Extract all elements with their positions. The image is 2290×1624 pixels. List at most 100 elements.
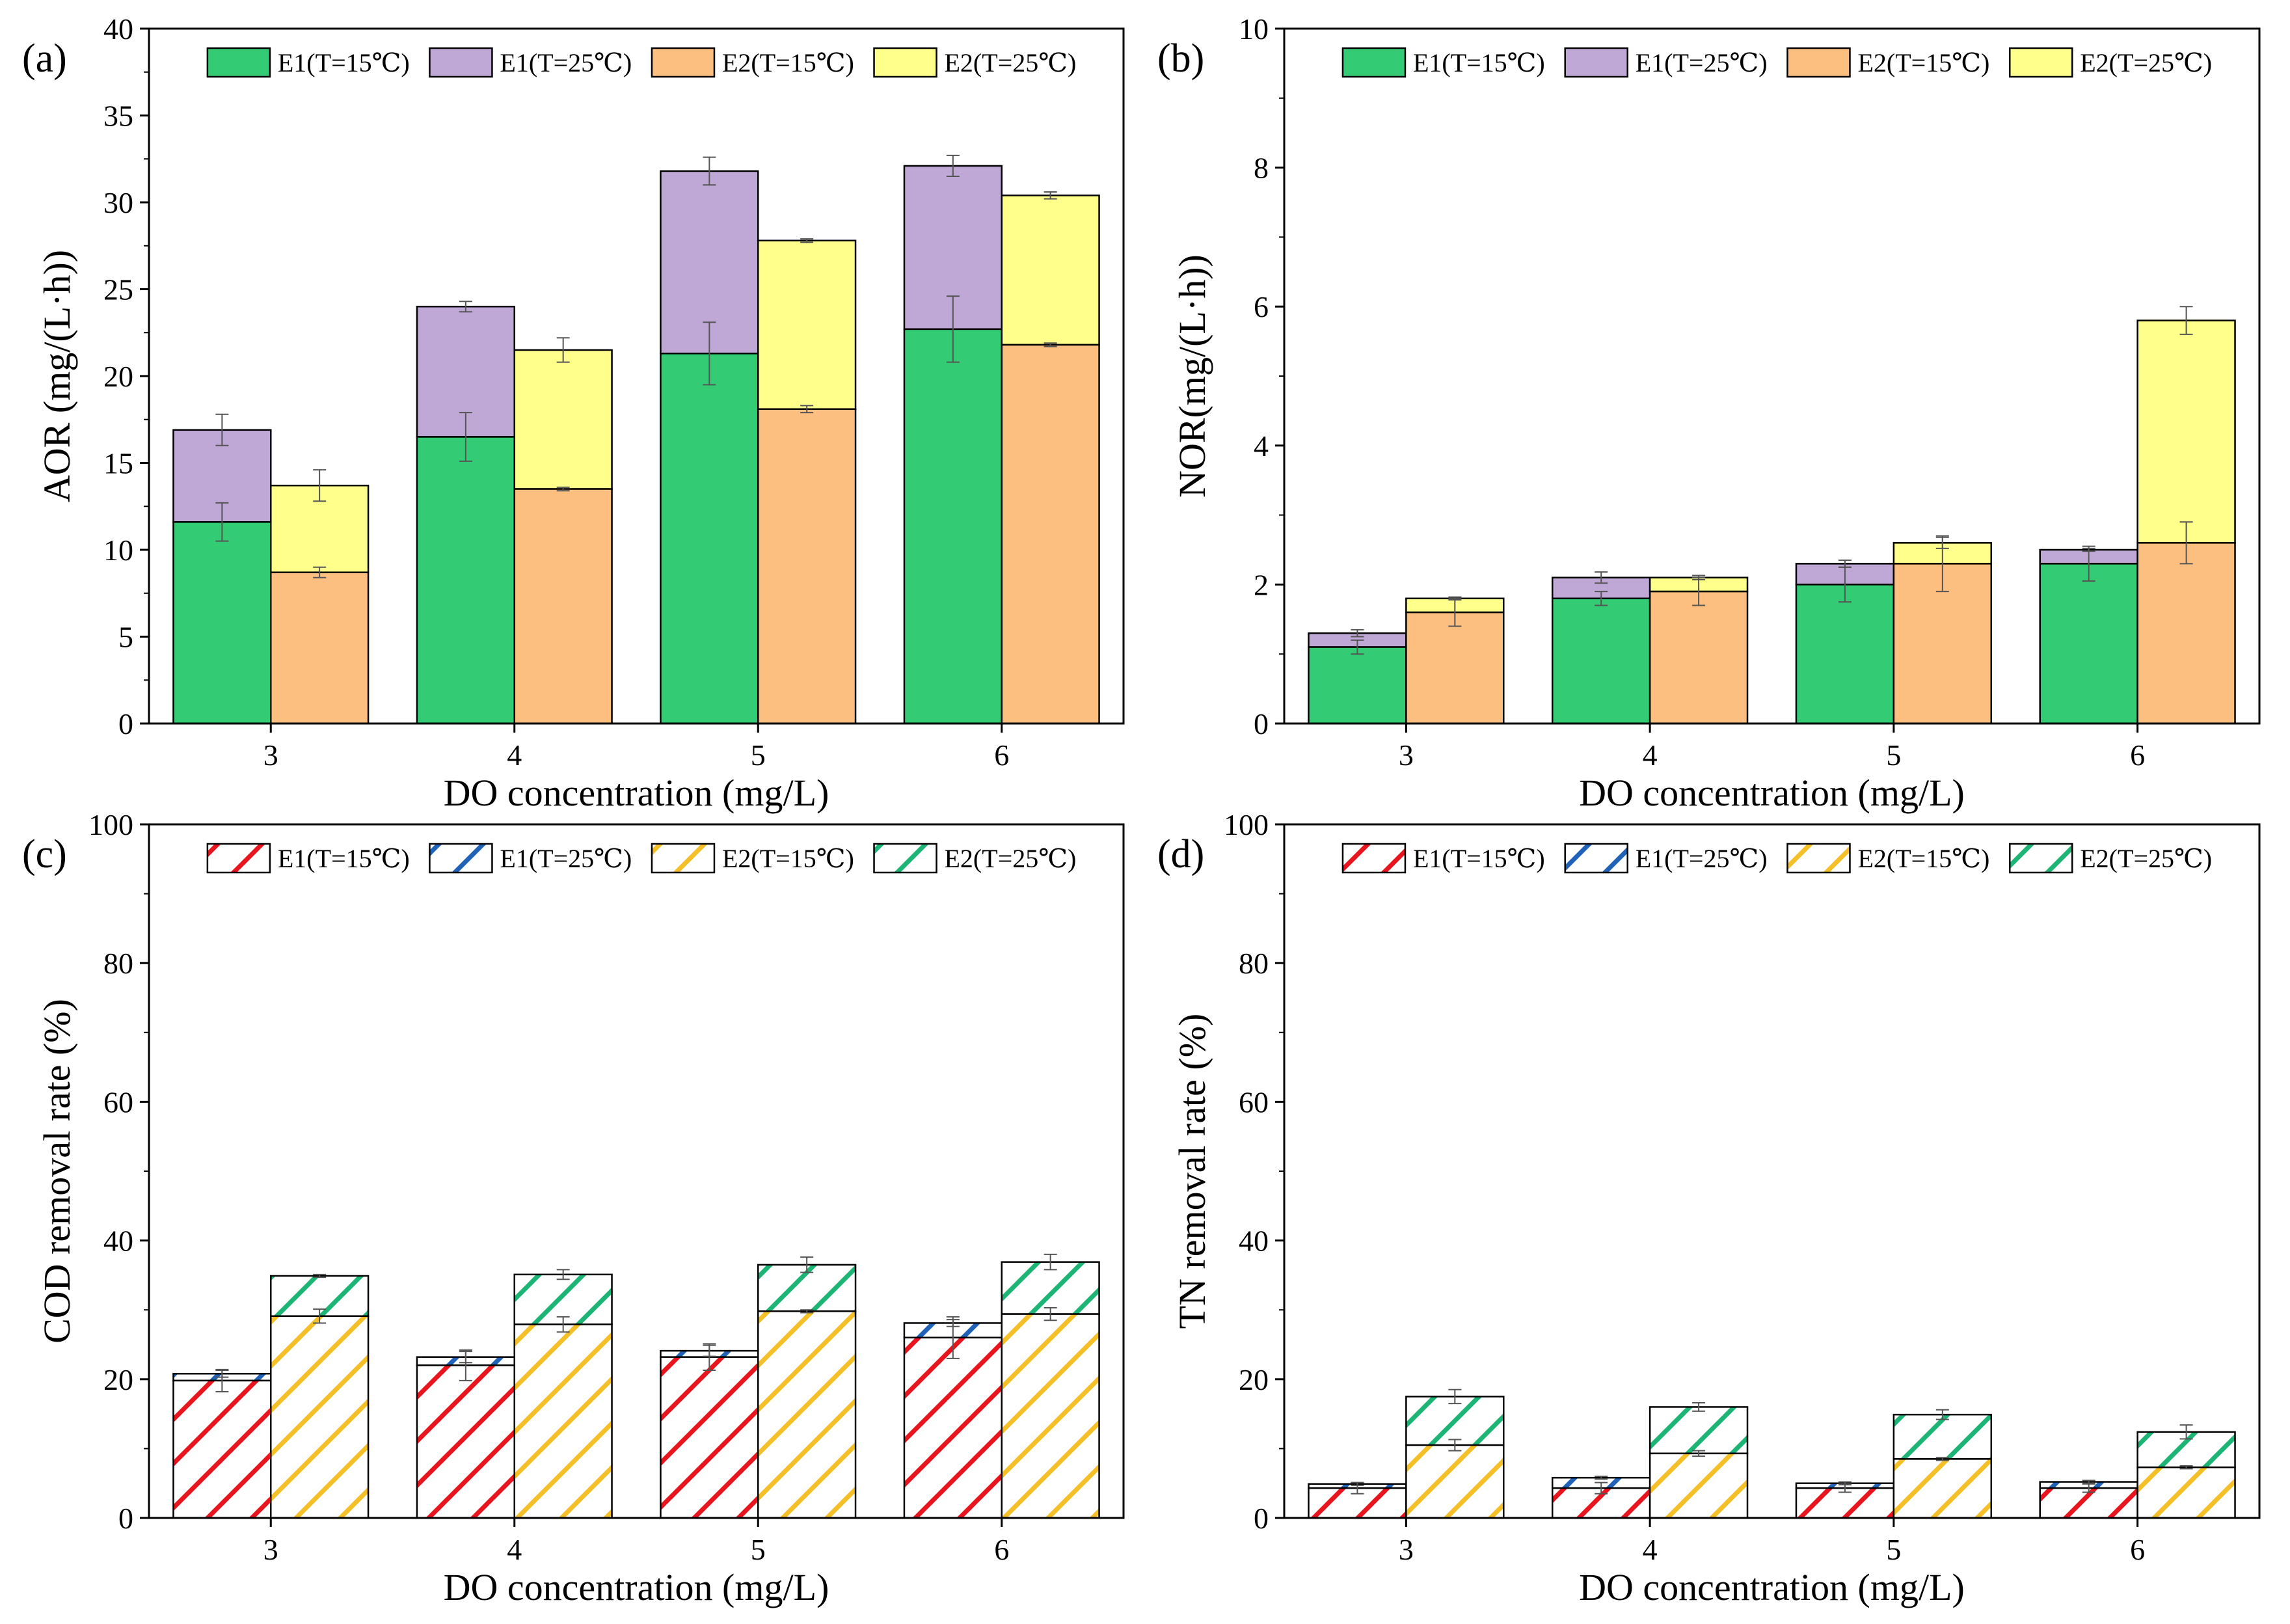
x-tick-label-c-6: 6 bbox=[994, 1533, 1009, 1566]
x-tick-label-a-4: 4 bbox=[507, 738, 522, 772]
legend-label: E1(T=15℃) bbox=[1413, 844, 1545, 873]
legend-item-b-2: E2(T=15℃) bbox=[1786, 47, 1989, 78]
panel-c: 0 20 40 60 80 100 3 4 5 6 DO concentration (mg/L) C… bbox=[22, 808, 1125, 1608]
error-bar-e2-25c-4 bbox=[556, 337, 570, 363]
y-tick-label-c-100: 100 bbox=[88, 808, 133, 841]
legend-item-d-2: E2(T=15℃) bbox=[1786, 843, 1989, 874]
error-bar-e1-25c-6 bbox=[2082, 1480, 2095, 1484]
y-tick-label-c-0: 0 bbox=[118, 1502, 133, 1535]
error-bar-e1-25c-6 bbox=[946, 154, 960, 177]
bar-e2-15c-4 bbox=[1649, 1452, 1749, 1519]
y-tick-label-d-80: 80 bbox=[1239, 947, 1269, 980]
panel-label-c: (c) bbox=[22, 832, 67, 876]
error-bar-e2-25c-6 bbox=[2179, 306, 2193, 335]
error-bar-e1-25c-4 bbox=[1595, 571, 1608, 584]
x-tick-label-a-5: 5 bbox=[751, 738, 766, 772]
legend-swatch bbox=[2009, 843, 2073, 874]
legend-item-c-2: E2(T=15℃) bbox=[651, 843, 854, 874]
x-tick-label-a-3: 3 bbox=[263, 738, 278, 772]
legend-label: E1(T=25℃) bbox=[500, 844, 632, 873]
legend-item-a-0: E1(T=15℃) bbox=[206, 47, 410, 78]
legend-item-d-1: E1(T=25℃) bbox=[1564, 843, 1768, 874]
legend-item-a-2: E2(T=15℃) bbox=[651, 47, 854, 78]
panel-a: 0 5 10 15 20 25 30 35 40 3 4 5 6 DO concentration (mg… bbox=[22, 12, 1125, 814]
legend-swatch bbox=[1786, 47, 1851, 78]
error-bar-e2-15c-5 bbox=[800, 1309, 814, 1314]
panel-b: 0 2 4 6 8 10 3 4 5 6 DO concentration (mg/L) NOR(mg… bbox=[1157, 12, 2261, 814]
error-bar-e1-15c-6 bbox=[2082, 545, 2095, 582]
legend-label: E1(T=25℃) bbox=[500, 48, 632, 77]
bar-e2-25c-5 bbox=[757, 239, 857, 410]
error-bar-e1-15c-5 bbox=[703, 1343, 716, 1371]
y-tick-label-a-0: 0 bbox=[118, 707, 133, 740]
error-bar-e2-15c-4 bbox=[1692, 576, 1706, 606]
error-bar-e2-15c-6 bbox=[2179, 521, 2193, 565]
bar-e1-15c-4 bbox=[1551, 597, 1651, 725]
legend-swatch bbox=[206, 47, 271, 78]
error-bar-e2-15c-4 bbox=[556, 1316, 570, 1333]
bar-e2-15c-3 bbox=[270, 1315, 370, 1519]
error-bar-e2-25c-5 bbox=[1935, 1409, 1949, 1420]
legend-swatch bbox=[1341, 843, 1407, 874]
x-tick-label-b-3: 3 bbox=[1399, 738, 1414, 772]
legend-label: E2(T=15℃) bbox=[1857, 844, 1989, 873]
error-bar-e2-15c-6 bbox=[1044, 342, 1057, 347]
legend-c: E1(T=15℃) E1(T=25℃) E2(T=15℃) E2(T=25℃) bbox=[206, 843, 1076, 874]
error-bar-e2-15c-5 bbox=[1935, 1457, 1949, 1461]
y-tick-label-b-8: 8 bbox=[1254, 152, 1269, 185]
bar-e1-15c-4 bbox=[416, 1364, 516, 1519]
error-bar-e2-15c-5 bbox=[800, 405, 814, 414]
error-bar-e1-15c-4 bbox=[459, 1349, 472, 1381]
bar-e2-25c-4 bbox=[513, 349, 613, 490]
legend-item-d-0: E1(T=15℃) bbox=[1341, 843, 1545, 874]
bar-e1-15c-6 bbox=[903, 1336, 1003, 1519]
y-tick-label-a-5: 5 bbox=[118, 621, 133, 654]
y-axis-label-d: TN removal rate (%) bbox=[1171, 1014, 1213, 1329]
error-bar-e1-15c-4 bbox=[1595, 591, 1608, 606]
bar-e2-25c-6 bbox=[1001, 195, 1100, 346]
y-tick-label-a-35: 35 bbox=[103, 100, 133, 133]
y-tick-label-a-25: 25 bbox=[103, 273, 133, 306]
x-tick-label-c-5: 5 bbox=[751, 1533, 766, 1566]
bar-e2-15c-6 bbox=[2136, 542, 2236, 725]
legend-swatch bbox=[873, 47, 937, 78]
error-bar-e2-25c-4 bbox=[556, 1269, 570, 1280]
error-bar-e2-15c-3 bbox=[313, 1308, 327, 1324]
y-tick-label-c-60: 60 bbox=[103, 1085, 133, 1118]
x-tick-label-d-4: 4 bbox=[1643, 1533, 1658, 1566]
y-tick-label-d-100: 100 bbox=[1224, 808, 1269, 841]
y-tick-label-a-20: 20 bbox=[103, 360, 133, 393]
bar-e2-15c-6 bbox=[1001, 344, 1100, 725]
bar-e1-15c-5 bbox=[660, 353, 759, 725]
panel-d: 0 20 40 60 80 100 3 4 5 6 DO concentration (mg/L) T… bbox=[1157, 808, 2261, 1608]
panel-label-b: (b) bbox=[1157, 36, 1204, 81]
legend-swatch bbox=[429, 843, 493, 874]
y-tick-label-a-40: 40 bbox=[103, 12, 133, 46]
bar-e2-25c-4 bbox=[1649, 1406, 1749, 1455]
legend-label: E2(T=25℃) bbox=[2080, 48, 2212, 77]
y-tick-label-b-10: 10 bbox=[1239, 12, 1269, 46]
legend-swatch bbox=[206, 843, 271, 874]
error-bar-e2-25c-6 bbox=[2179, 1424, 2193, 1440]
legend-a: E1(T=15℃) E1(T=25℃) E2(T=15℃) E2(T=25℃) bbox=[206, 47, 1076, 78]
error-bar-e1-15c-6 bbox=[946, 1316, 960, 1359]
x-tick-label-c-4: 4 bbox=[507, 1533, 522, 1566]
y-tick-label-c-80: 80 bbox=[103, 947, 133, 980]
error-bar-e2-25c-5 bbox=[800, 238, 814, 243]
x-tick-label-b-4: 4 bbox=[1643, 738, 1658, 772]
bar-e2-15c-3 bbox=[1405, 1444, 1505, 1519]
legend-item-b-3: E2(T=25℃) bbox=[2009, 47, 2212, 78]
legend-item-c-0: E1(T=15℃) bbox=[206, 843, 410, 874]
x-tick-label-a-6: 6 bbox=[994, 738, 1009, 772]
x-tick-label-c-3: 3 bbox=[263, 1533, 278, 1566]
bar-e1-15c-6 bbox=[2039, 563, 2138, 725]
panel-label-d: (d) bbox=[1157, 832, 1204, 876]
legend-item-c-3: E2(T=25℃) bbox=[873, 843, 1076, 874]
error-bar-e1-15c-5 bbox=[1838, 566, 1852, 603]
error-bar-e2-25c-3 bbox=[1448, 1388, 1462, 1405]
error-bar-e1-15c-6 bbox=[946, 295, 960, 363]
legend-label: E2(T=15℃) bbox=[722, 48, 854, 77]
legend-item-d-3: E2(T=25℃) bbox=[2009, 843, 2212, 874]
error-bar-e1-15c-3 bbox=[1351, 639, 1364, 655]
legend-b: E1(T=15℃) E1(T=25℃) E2(T=15℃) E2(T=25℃) bbox=[1341, 47, 2212, 78]
